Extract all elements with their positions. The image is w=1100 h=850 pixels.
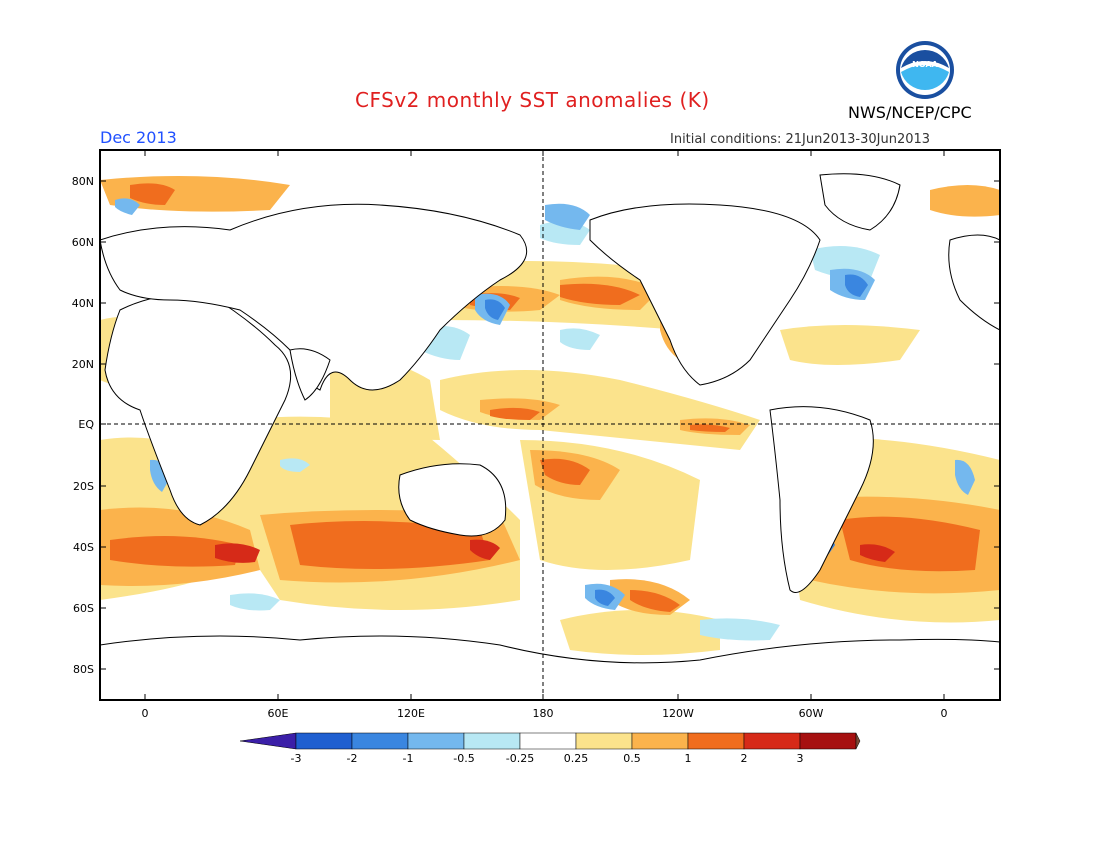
colorbar-segment (239, 732, 297, 750)
lon-label: 0 (142, 707, 149, 720)
colorbar-segment (799, 732, 857, 750)
lat-label: 80S (73, 663, 94, 676)
colorbar-label: 0.5 (623, 752, 641, 765)
colorbar-segment (855, 732, 861, 750)
page-title: CFSv2 monthly SST anomalies (K) (355, 88, 710, 112)
colorbar-segment (407, 732, 465, 750)
colorbar-segment (351, 732, 409, 750)
lat-label: 60S (73, 602, 94, 615)
colorbar: -3 -2 -1 -0.5 -0.25 0.25 0.5 1 2 3 (239, 732, 861, 765)
colorbar-segment (743, 732, 801, 750)
colorbar-segment (687, 732, 745, 750)
lat-label: 40N (72, 297, 94, 310)
colorbar-label: -1 (403, 752, 414, 765)
forecast-month: Dec 2013 (100, 128, 177, 147)
coastlines (100, 173, 1000, 700)
anomaly-very-strong-positive (215, 539, 895, 563)
lat-label: 80N (72, 175, 94, 188)
lon-label: 60W (799, 707, 824, 720)
lon-label: 60E (268, 707, 289, 720)
lat-label: 60N (72, 236, 94, 249)
svg-text:NOAA: NOAA (912, 60, 938, 69)
colorbar-label: -2 (347, 752, 358, 765)
colorbar-label: -0.5 (453, 752, 474, 765)
colorbar-segment (463, 732, 521, 750)
colorbar-label: 3 (797, 752, 804, 765)
initial-conditions: Initial conditions: 21Jun2013-30Jun2013 (670, 132, 931, 147)
lat-label: 20N (72, 358, 94, 371)
lon-label: 120W (662, 707, 694, 720)
anomaly-light-negative (230, 221, 880, 641)
colorbar-label: 2 (741, 752, 748, 765)
lon-axis: 0 60E 120E 180 120W 60W 0 (142, 150, 948, 720)
noaa-logo-icon: NOAA (896, 41, 954, 99)
colorbar-segment (575, 732, 633, 750)
lon-label: 180 (533, 707, 554, 720)
lat-label: EQ (78, 418, 94, 431)
lat-label: 40S (73, 541, 94, 554)
colorbar-segment (631, 732, 689, 750)
colorbar-label: -0.25 (506, 752, 534, 765)
colorbar-label: -3 (291, 752, 302, 765)
lon-label: 120E (397, 707, 425, 720)
map-frame (99, 149, 1001, 701)
agency-label: NWS/NCEP/CPC (848, 103, 972, 122)
colorbar-segment (295, 732, 353, 750)
colorbar-label: 0.25 (564, 752, 589, 765)
lat-axis: 80N 60N 40N 20N EQ 20S 40S 60S 80S (72, 175, 1000, 676)
lat-label: 20S (73, 480, 94, 493)
colorbar-segment (519, 732, 577, 750)
colorbar-label: 1 (685, 752, 692, 765)
lon-label: 0 (941, 707, 948, 720)
